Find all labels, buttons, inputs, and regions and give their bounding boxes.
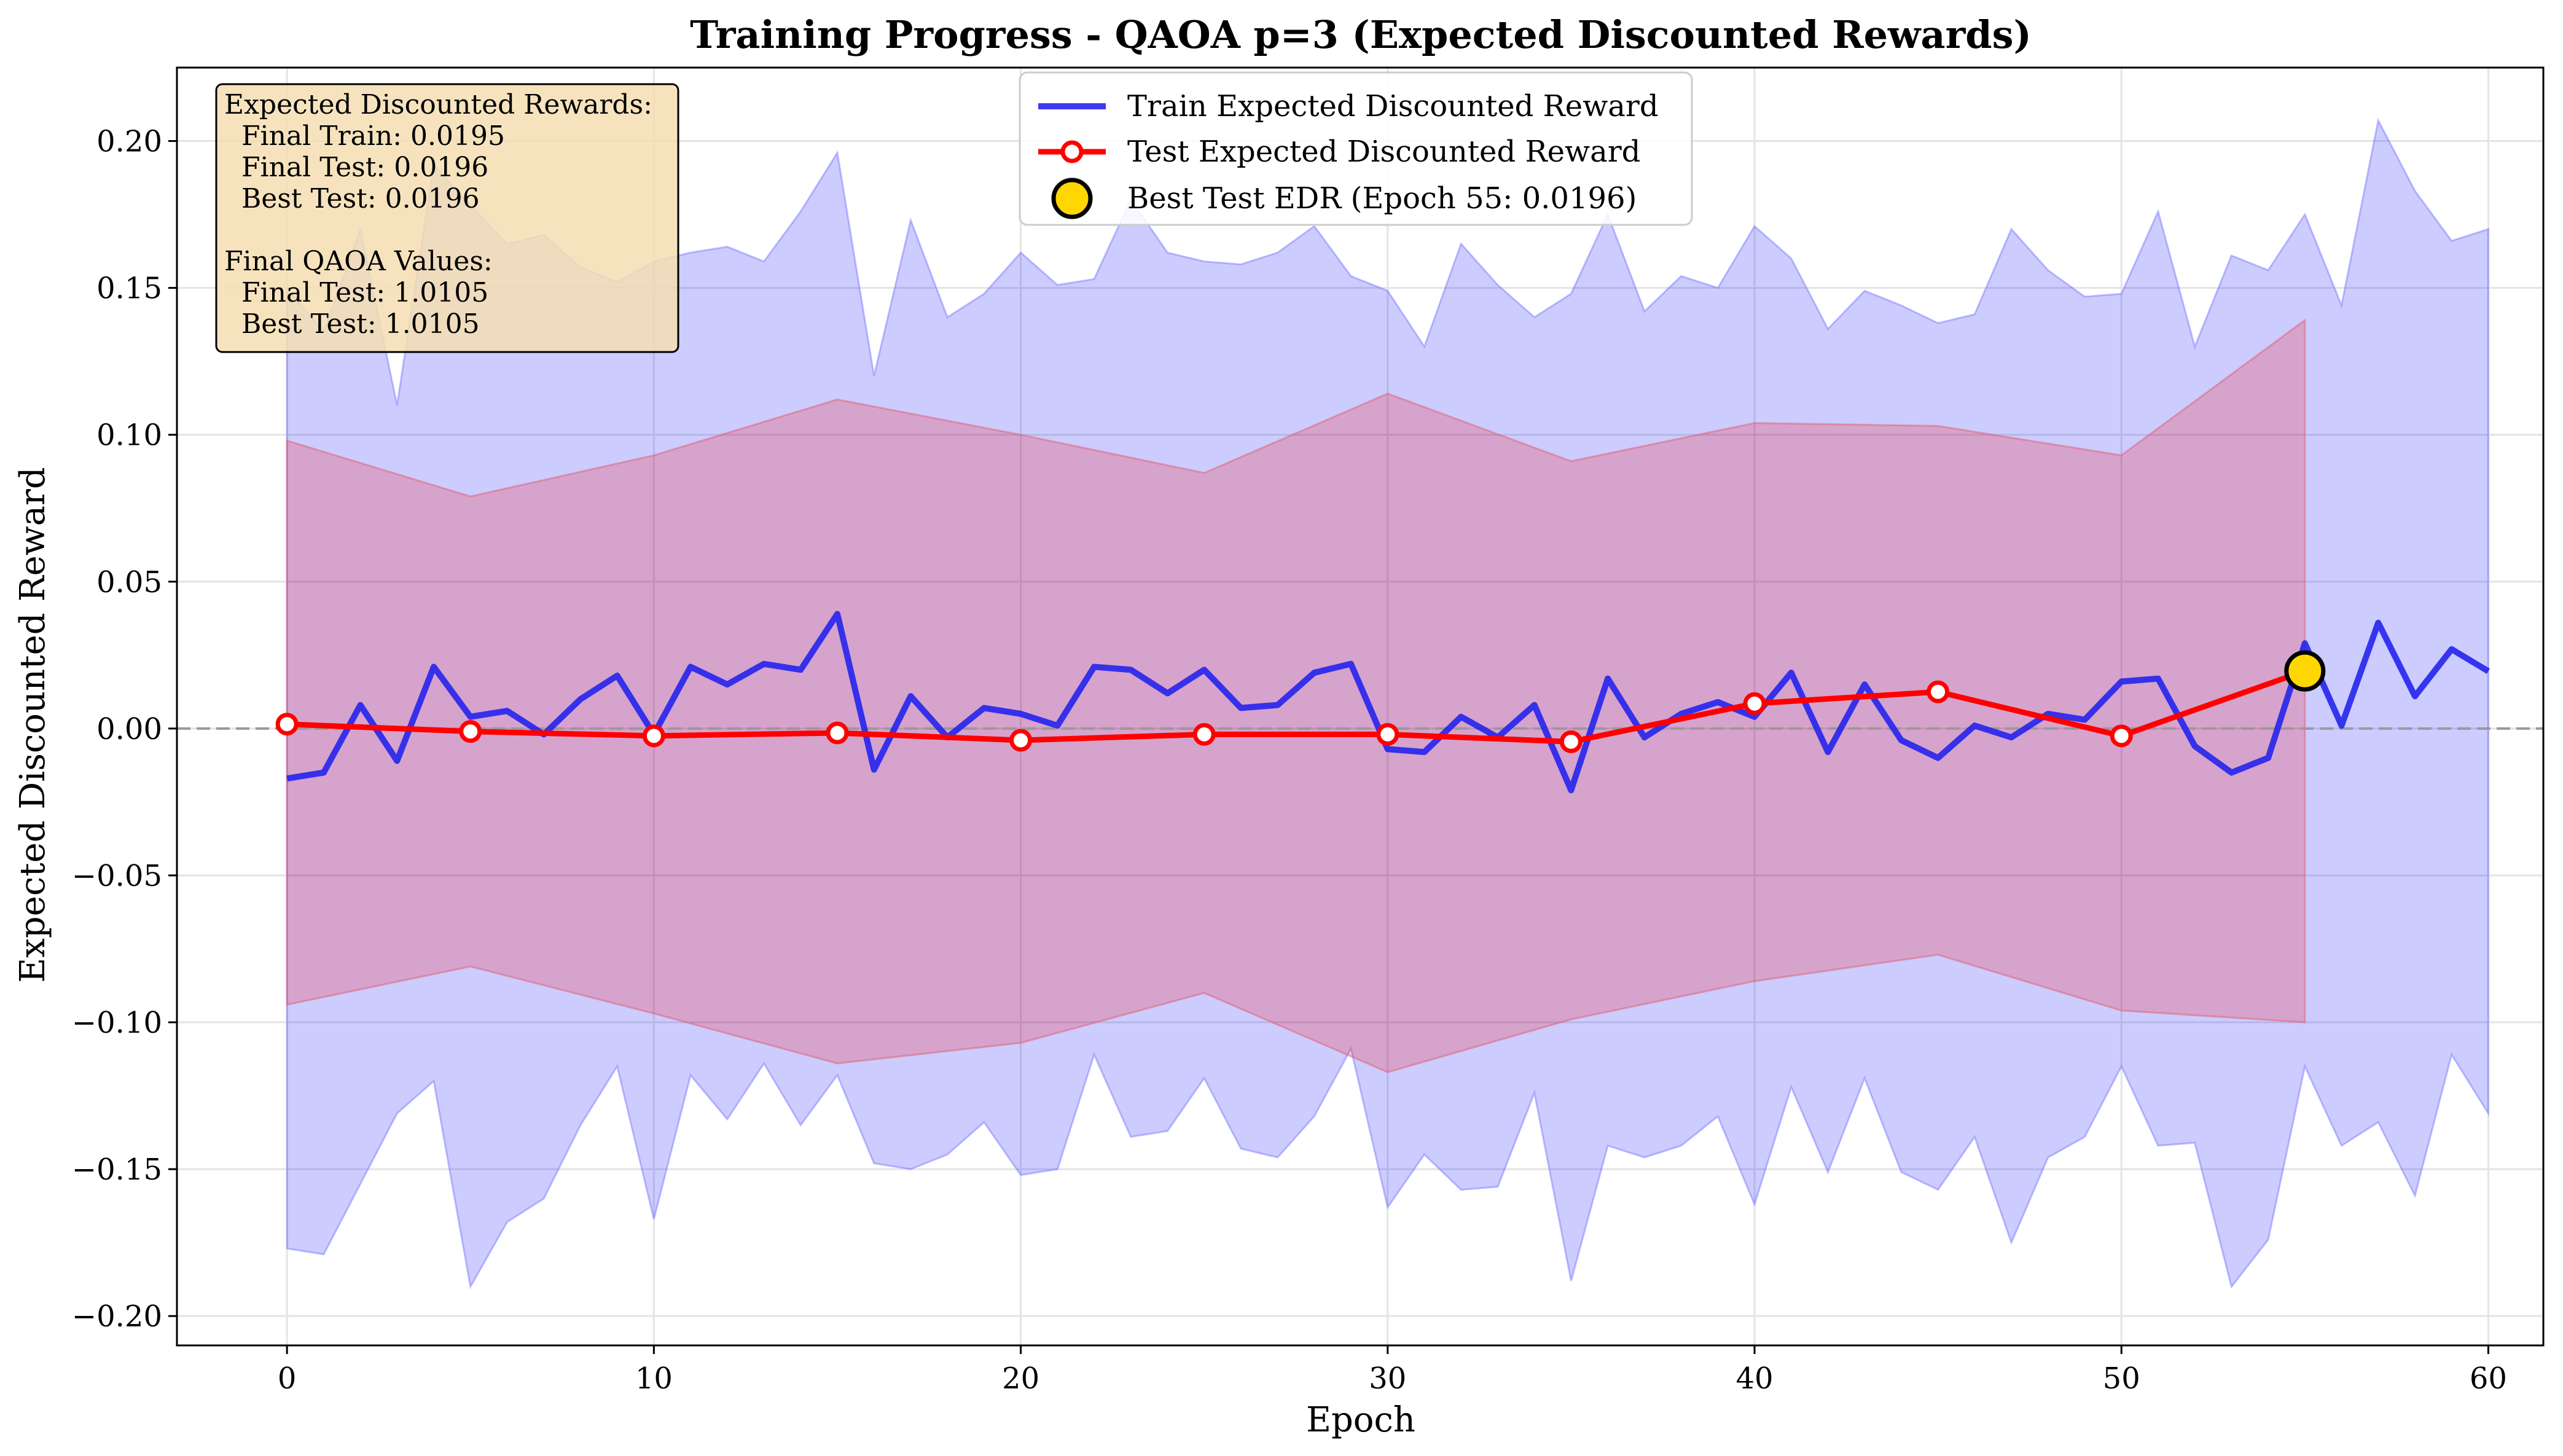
x-axis-ticks: 0 10 20 30 40 50 60	[278, 1345, 2507, 1396]
legend-best-marker	[1051, 178, 1093, 219]
test-point	[1559, 730, 1583, 753]
test-point	[2110, 724, 2133, 748]
chart-title: Training Progress - QAOA p=3 (Expected D…	[690, 12, 2032, 57]
legend-entry-label: Best Test EDR (Epoch 55: 0.0196)	[1127, 181, 1637, 216]
series-1-line	[286, 668, 2306, 745]
x-tick-label: 0	[278, 1361, 297, 1396]
series-1-band	[286, 318, 2306, 1073]
test-point	[1192, 722, 1216, 746]
test-point	[826, 721, 849, 745]
x-tick-label: 10	[635, 1361, 673, 1396]
series-markers	[275, 650, 2326, 753]
y-tick-label: −0.20	[72, 1299, 162, 1334]
y-tick-label: −0.15	[72, 1153, 162, 1187]
stats-annotation-box: Expected Discounted Rewards: Final Train…	[215, 83, 679, 353]
x-tick-label: 50	[2103, 1361, 2140, 1396]
test-point	[1376, 722, 1399, 746]
x-tick-label: 30	[1369, 1361, 1406, 1396]
legend-frame	[1019, 71, 1693, 226]
test-point	[1743, 692, 1766, 715]
annotation-line: Final Train: 0.0195	[224, 120, 505, 152]
x-axis-label: Epoch	[1306, 1400, 1415, 1440]
x-tick-label: 20	[1002, 1361, 1039, 1396]
y-tick-label: 0.00	[96, 712, 162, 746]
best-test-point	[2284, 650, 2326, 692]
test-point	[275, 713, 299, 736]
y-tick-label: 0.05	[96, 565, 162, 600]
legend: Train Expected Discounted Reward Test Exp…	[1019, 71, 1693, 226]
grid-lines	[177, 68, 2543, 1345]
y-tick-label: −0.10	[72, 1006, 162, 1040]
annotation-background	[215, 83, 679, 353]
legend-entry-label: Test Expected Discounted Reward	[1127, 135, 1640, 169]
confidence-bands	[286, 117, 2489, 1290]
legend-entry-label: Train Expected Discounted Reward	[1127, 89, 1659, 123]
test-point	[642, 724, 665, 748]
x-tick-label: 60	[2470, 1361, 2507, 1396]
annotation-line: Best Test: 0.0196	[224, 183, 480, 214]
x-tick-label: 40	[1735, 1361, 1773, 1396]
series-0-band	[286, 117, 2489, 1290]
y-tick-label: 0.15	[96, 272, 162, 306]
test-point	[459, 720, 482, 743]
annotation-line: Final Test: 1.0105	[224, 277, 488, 308]
annotation-line: Final QAOA Values:	[224, 246, 493, 277]
y-axis-ticks: −0.20 −0.15 −0.10 −0.05 0.00 0.05 0.10 0.15 0.20	[72, 125, 177, 1334]
annotation-line: Best Test: 1.0105	[224, 308, 480, 340]
plot-frame	[176, 66, 2545, 1347]
annotation-line: Final Test: 0.0196	[224, 152, 488, 183]
annotation-line: Expected Discounted Rewards:	[224, 89, 652, 120]
test-point	[1927, 680, 1950, 703]
y-tick-label: 0.20	[96, 125, 162, 159]
y-axis-label: Expected Discounted Reward	[13, 467, 53, 982]
test-point	[1009, 729, 1033, 752]
legend-test-marker	[1060, 140, 1084, 163]
y-tick-label: −0.05	[72, 859, 162, 893]
y-tick-label: 0.10	[96, 418, 162, 453]
